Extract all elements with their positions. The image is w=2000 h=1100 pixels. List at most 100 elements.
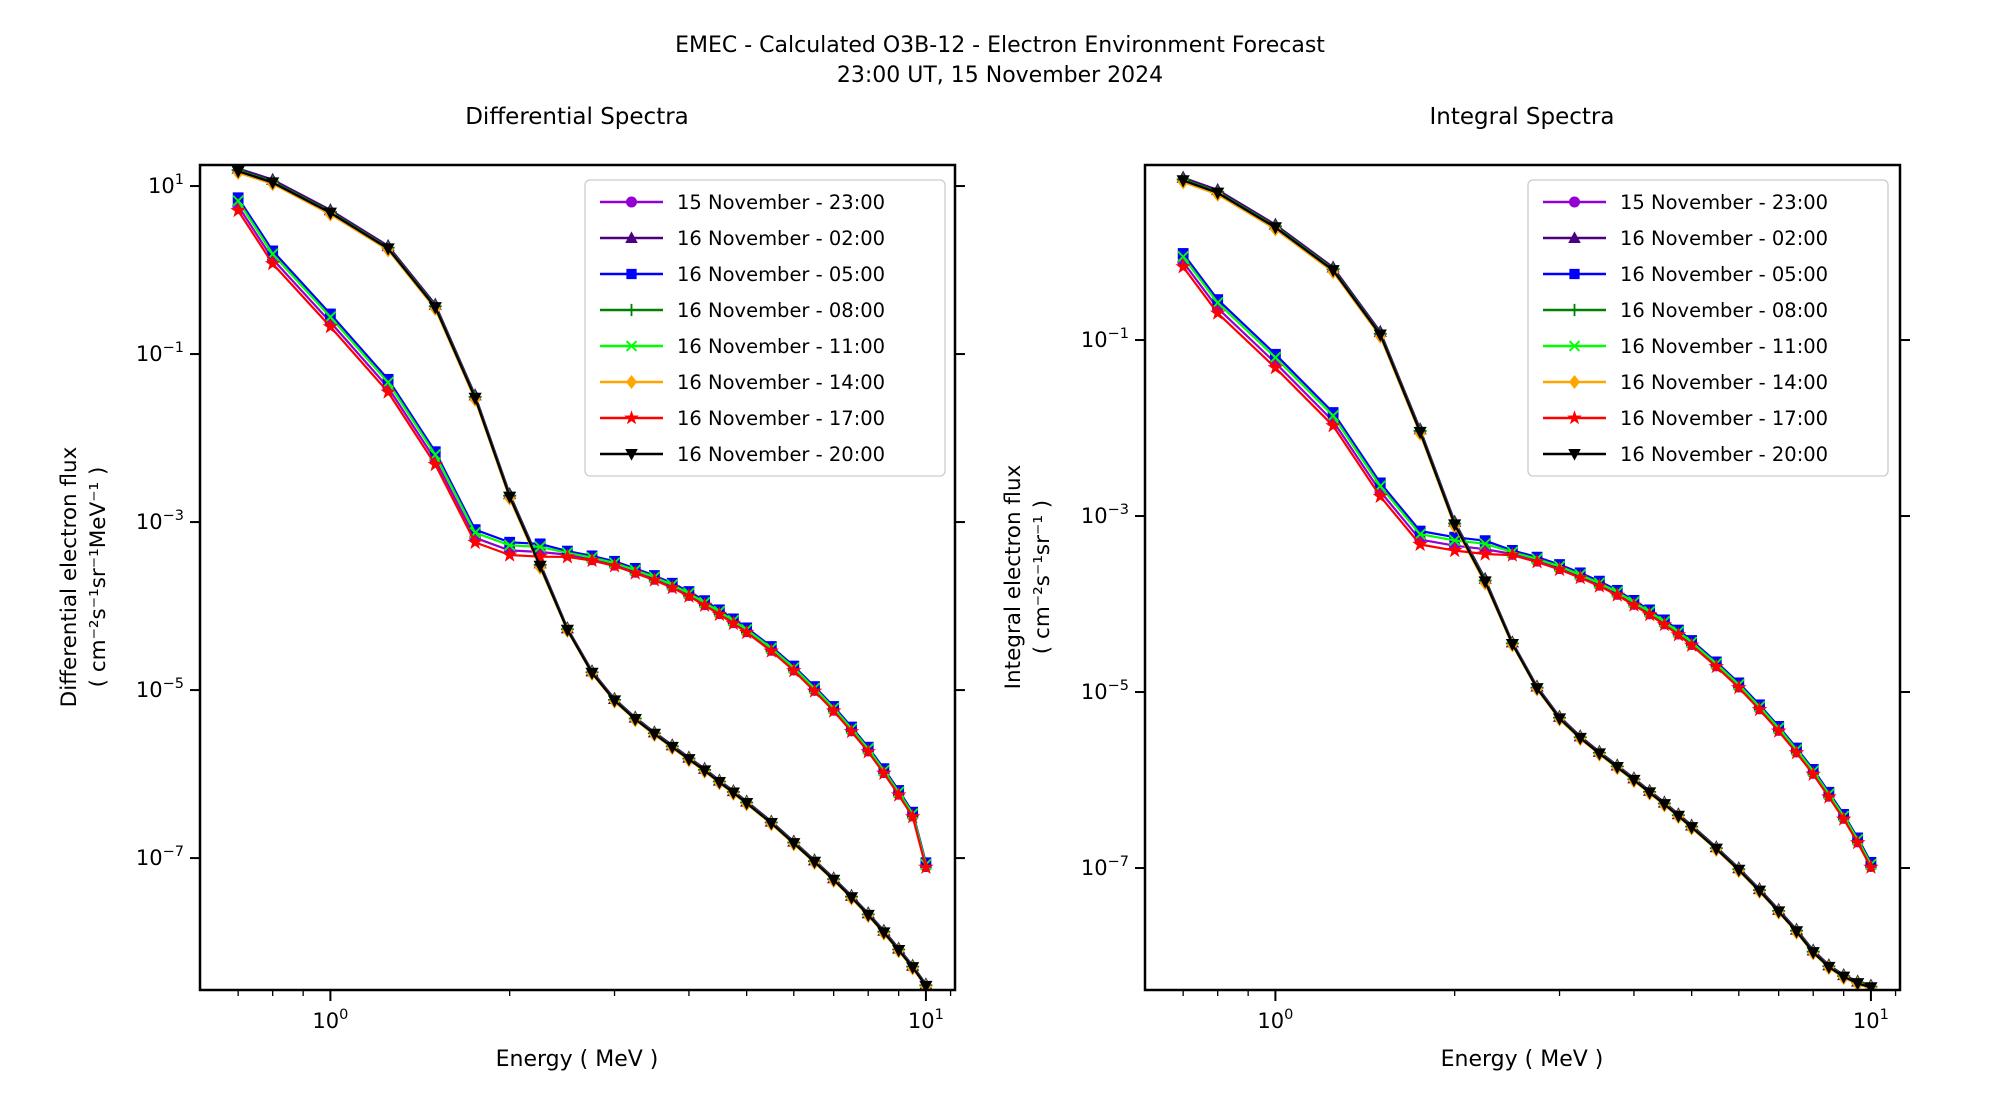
triangle-down-marker <box>503 491 517 504</box>
x-marker <box>232 194 245 207</box>
triangle-down-marker <box>628 714 642 727</box>
legend-box <box>584 179 946 477</box>
plot-areas: 101 10−1 10−3 10−5 10−7 100 101 15 November - 2… <box>136 163 1910 1033</box>
triangle-down-marker <box>827 874 841 887</box>
x-marker <box>1269 351 1282 364</box>
star-marker <box>1849 834 1866 850</box>
triangle-down-marker <box>607 695 622 708</box>
triangle-down-marker <box>1685 822 1699 835</box>
legend-item: 16 November - 17:00 <box>600 407 885 430</box>
plot-integral: 10−1 10−3 10−5 10−7 100 101 15 November - 23:0… <box>1081 163 1910 1033</box>
y-tick-label: 10−3 <box>136 508 184 534</box>
triangle-down-marker <box>665 741 679 755</box>
triangle-up-marker <box>1568 231 1581 243</box>
triangle-down-marker <box>323 207 337 220</box>
triangle-down-marker <box>1373 329 1387 342</box>
triangle-down-marker <box>1822 961 1836 975</box>
star-marker <box>1412 536 1428 552</box>
triangle-down-marker <box>698 765 712 778</box>
triangle-down-marker <box>1592 748 1607 761</box>
star-marker <box>806 683 823 698</box>
star-marker <box>681 588 697 603</box>
star-marker <box>1670 626 1687 642</box>
series-group <box>1175 170 1879 990</box>
legend-item: 16 November - 02:00 <box>1543 227 1828 250</box>
legend-item: 16 November - 20:00 <box>1543 443 1828 466</box>
star-marker <box>559 548 576 564</box>
triangle-down-marker <box>1752 885 1767 898</box>
legend-item-label: 16 November - 11:00 <box>1620 335 1828 358</box>
star-marker <box>1567 410 1582 425</box>
series-integral-7 <box>1175 258 1879 874</box>
star-marker <box>904 808 921 824</box>
star-marker <box>696 597 713 612</box>
star-marker <box>1175 258 1191 274</box>
triangle-down-marker <box>740 798 754 811</box>
legend-item-label: 16 November - 02:00 <box>1620 227 1828 250</box>
plus-marker <box>1568 303 1581 317</box>
triangle-down-marker <box>381 243 395 256</box>
x-marker <box>1568 340 1581 352</box>
triangle-down-marker <box>1211 187 1225 200</box>
star-marker <box>1626 597 1642 612</box>
triangle-down-marker <box>1732 864 1746 877</box>
triangle-down-marker <box>682 754 696 767</box>
triangle-down-marker <box>787 838 801 851</box>
triangle-down-marker <box>1772 906 1786 919</box>
square-marker <box>1449 531 1461 543</box>
star-marker <box>1572 569 1588 585</box>
legend-item: 16 November - 05:00 <box>1543 263 1828 286</box>
legend-item-label: 16 November - 05:00 <box>677 263 885 286</box>
triangle-down-marker <box>533 560 547 573</box>
triangle-down-marker <box>1851 978 1865 990</box>
series-differential-8 <box>231 166 933 990</box>
legend-item-label: 16 November - 17:00 <box>1620 407 1828 430</box>
star-marker <box>1267 359 1284 375</box>
plot-differential-ylabel-units: ( cm⁻²s⁻¹sr⁻¹MeV⁻¹ ) <box>86 467 111 688</box>
star-marker <box>646 571 663 587</box>
plot-differential: 101 10−1 10−3 10−5 10−7 100 101 15 November - 2… <box>136 163 965 1033</box>
square-marker <box>232 192 244 204</box>
star-marker <box>380 383 396 399</box>
legend-item-label: 16 November - 14:00 <box>1620 371 1828 394</box>
star-marker <box>711 606 728 622</box>
circle-marker <box>1568 196 1581 208</box>
star-marker <box>264 255 281 271</box>
star-marker <box>890 786 907 802</box>
triangle-down-marker <box>1806 947 1820 960</box>
star-marker <box>627 564 643 580</box>
x-tick-label: 101 <box>908 1007 944 1033</box>
star-marker <box>1504 547 1521 562</box>
triangle-down-marker <box>919 980 933 990</box>
star-marker <box>1656 616 1673 632</box>
triangle-down-marker <box>1505 638 1519 652</box>
triangle-down-marker <box>1413 426 1427 440</box>
star-marker <box>532 548 548 564</box>
y-tick-label: 101 <box>148 172 184 198</box>
triangle-down-marker <box>861 909 875 923</box>
y-tick-label: 10−7 <box>136 844 184 870</box>
square-marker <box>324 308 336 320</box>
star-marker <box>1708 658 1725 674</box>
star-marker <box>738 624 755 640</box>
y-tick-label: 10−1 <box>136 340 184 366</box>
triangle-down-marker <box>1478 576 1492 589</box>
square-marker <box>1177 248 1189 259</box>
star-marker <box>825 702 842 718</box>
legend-item: 16 November - 11:00 <box>600 335 885 358</box>
star-marker <box>467 534 483 550</box>
star-marker <box>1529 553 1545 569</box>
triangle-down-marker <box>712 777 727 790</box>
x-marker <box>1177 250 1190 263</box>
triangle-down-marker <box>1709 843 1723 856</box>
diamond-marker <box>626 374 637 390</box>
legend-item: 16 November - 08:00 <box>1543 299 1828 322</box>
x-marker <box>1327 409 1339 422</box>
triangle-down-marker <box>1643 787 1657 800</box>
square-marker <box>1212 294 1224 306</box>
y-tick-label: 10−7 <box>1081 854 1129 880</box>
plot-integral-xlabel: Energy ( MeV ) <box>1441 1047 1604 1072</box>
star-marker <box>1609 587 1625 602</box>
star-marker <box>1835 811 1852 826</box>
